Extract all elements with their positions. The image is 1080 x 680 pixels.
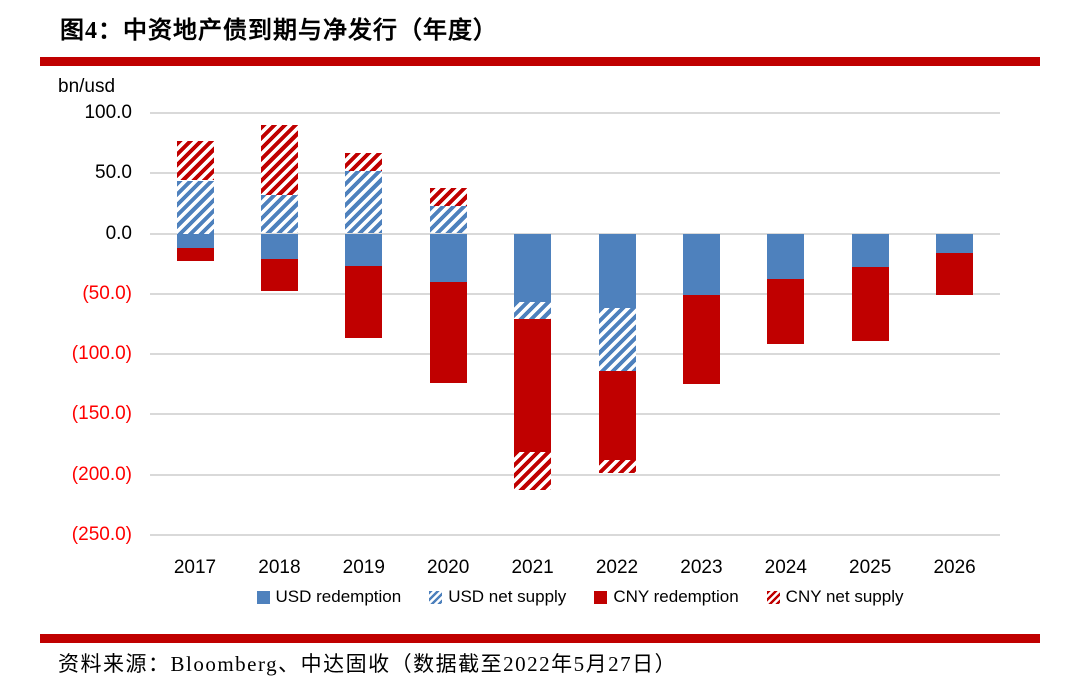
bar-2022-cny-net-supply (598, 460, 636, 474)
bar-2020-usd-redemption (429, 233, 467, 282)
gridline (150, 413, 1000, 416)
legend-item-cny-redemption: CNY redemption (594, 587, 739, 607)
bar-2025-usd-redemption (851, 233, 889, 268)
bar-2019-usd-redemption (345, 233, 383, 266)
bar-2022-usd-redemption (598, 233, 636, 309)
bar-2024-usd-redemption (767, 233, 805, 280)
x-axis-label-2018: 2018 (258, 557, 301, 578)
bar-2018-cny-redemption (260, 258, 298, 292)
legend-swatch-usd-net-supply-icon (429, 590, 443, 604)
bar-2023-cny-redemption (682, 295, 720, 385)
gridline (150, 172, 1000, 175)
x-axis-label-2025: 2025 (849, 557, 892, 578)
legend-label-cny-redemption: CNY redemption (613, 587, 739, 606)
gridline (150, 292, 1000, 295)
bar-2021-cny-net-supply (514, 451, 552, 491)
x-axis-label-2022: 2022 (595, 557, 639, 578)
bar-2022-cny-redemption (598, 370, 636, 461)
legend: USD redemption USD net supply CNY redempti… (140, 587, 1020, 607)
x-axis-label-2023: 2023 (680, 557, 723, 578)
y-axis-tick-label: (150.0) (71, 403, 132, 425)
bar-2025-cny-redemption (851, 267, 889, 341)
legend-swatch-cny-redemption-icon (594, 590, 608, 604)
y-axis-tick-label: (250.0) (71, 523, 132, 545)
gridline (150, 533, 1000, 536)
bar-2018-cny-net-supply (260, 125, 298, 195)
y-axis-tick-label: 100.0 (84, 102, 132, 123)
x-axis-label-2024: 2024 (764, 557, 807, 578)
legend-label-usd-redemption: USD redemption (275, 587, 402, 606)
bar-2018-usd-redemption (260, 233, 298, 259)
legend-item-cny-net-supply: CNY net supply (766, 587, 904, 607)
source-note: 资料来源：Bloomberg、中达固收（数据截至2022年5月27日） (58, 652, 678, 676)
bar-2017-usd-net-supply (176, 180, 214, 234)
axis-unit-label: bn/usd (58, 76, 116, 97)
legend-label-cny-net-supply: CNY net supply (785, 587, 904, 606)
gridline (150, 353, 1000, 356)
legend-item-usd-net-supply: USD net supply (429, 587, 566, 607)
gridline (150, 112, 1000, 114)
bar-2017-cny-net-supply (176, 140, 214, 181)
bottom-divider-rule (40, 634, 1040, 643)
bar-2018-usd-net-supply (260, 194, 298, 234)
bar-2020-cny-net-supply (429, 187, 467, 206)
legend-label-usd-net-supply: USD net supply (448, 587, 567, 606)
y-axis-tick-label: 0.0 (105, 222, 132, 244)
y-axis-tick-label: 50.0 (95, 162, 132, 184)
legend-item-usd-redemption: USD redemption (256, 587, 402, 607)
bar-2026-cny-redemption (936, 252, 974, 295)
gridline (150, 232, 1000, 235)
top-divider-rule (40, 57, 1040, 66)
y-axis-tick-label: (200.0) (71, 463, 132, 485)
y-axis-tick-label: (50.0) (82, 282, 132, 304)
bar-2017-cny-redemption (176, 248, 214, 262)
bar-2020-cny-redemption (429, 281, 467, 383)
figure-title: 图4：中资地产债到期与净发行（年度） (60, 18, 498, 44)
bar-2021-cny-redemption (514, 319, 552, 452)
bar-2019-cny-net-supply (345, 152, 383, 171)
bar-2019-cny-redemption (345, 266, 383, 339)
bar-2021-usd-net-supply (514, 302, 552, 320)
bar-2022-usd-net-supply (598, 308, 636, 371)
x-axis-label-2017: 2017 (173, 557, 217, 578)
x-axis-label-2020: 2020 (427, 557, 470, 578)
x-axis-label-2021: 2021 (511, 557, 554, 578)
bar-2026-usd-redemption (936, 233, 974, 253)
x-axis-label-2026: 2026 (933, 557, 976, 578)
y-axis-tick-label: (100.0) (71, 343, 132, 365)
gridline (150, 473, 1000, 476)
bar-2024-cny-redemption (767, 279, 805, 345)
bar-2019-usd-net-supply (345, 170, 383, 234)
bar-2020-usd-net-supply (429, 205, 467, 234)
bar-2023-usd-redemption (682, 233, 720, 295)
legend-swatch-usd-redemption-icon (256, 590, 270, 604)
bar-2017-usd-redemption (176, 233, 214, 248)
legend-swatch-cny-net-supply-icon (766, 590, 780, 604)
bar-2021-usd-redemption (514, 233, 552, 303)
x-axis-label-2019: 2019 (342, 557, 385, 578)
